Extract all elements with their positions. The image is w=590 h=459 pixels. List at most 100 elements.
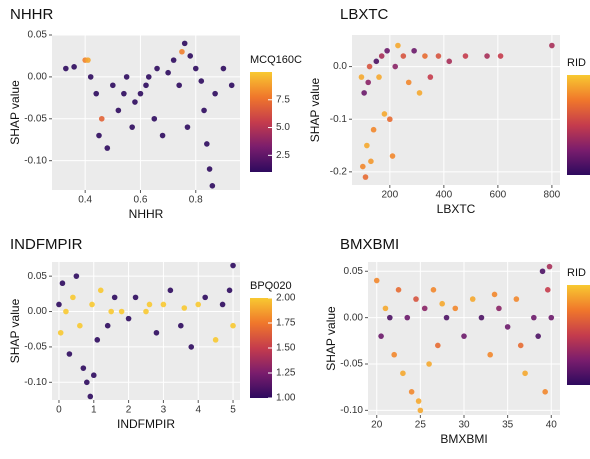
point [370, 126, 377, 133]
colorbar-tick-label: 1.75 [276, 318, 296, 329]
x-tick-label: 5 [230, 405, 236, 416]
point [87, 74, 94, 80]
point [422, 53, 428, 59]
point [59, 280, 66, 287]
point [392, 63, 399, 70]
point [165, 69, 171, 76]
point [389, 153, 396, 159]
x-tick-label: 200 [381, 190, 398, 201]
point [366, 63, 373, 70]
point [478, 314, 485, 321]
point [146, 301, 153, 308]
y-tick-label: 0.00 [344, 312, 364, 323]
plot-background [52, 35, 240, 190]
y-tick-label: 0.00 [28, 72, 48, 83]
point [387, 314, 393, 321]
point [408, 389, 415, 395]
point [206, 166, 213, 172]
point [94, 337, 101, 343]
point [104, 145, 111, 151]
point [435, 342, 441, 349]
x-tick-label: 800 [544, 190, 561, 201]
point [111, 294, 118, 301]
point [496, 305, 502, 312]
point [110, 82, 116, 89]
colorbar-tick-label: 1.25 [276, 368, 296, 379]
point [226, 287, 233, 294]
point [435, 53, 442, 59]
point [187, 53, 194, 59]
point [531, 314, 537, 321]
colorbar [567, 75, 590, 175]
point [63, 308, 69, 315]
x-tick-label: 20 [371, 420, 383, 431]
point [542, 389, 548, 395]
point [549, 42, 555, 49]
point [513, 296, 520, 302]
y-axis-title: SHAP value [8, 298, 22, 363]
point [411, 47, 417, 54]
point [361, 90, 367, 96]
point [421, 305, 428, 312]
point [230, 262, 236, 269]
point [121, 90, 127, 97]
y-axis-title: SHAP value [324, 306, 338, 371]
plot-background [52, 262, 240, 400]
y-axis-title: SHAP value [308, 77, 322, 142]
point [70, 294, 76, 301]
colorbar-title: RID [567, 267, 586, 279]
point [413, 296, 419, 302]
point [71, 64, 77, 70]
plot-background [352, 35, 560, 185]
panel-title: INDFMPIR [10, 236, 83, 253]
point [104, 322, 111, 329]
point [220, 65, 227, 72]
point [201, 107, 207, 114]
colorbar-title: MCQ160C [250, 54, 302, 66]
point [548, 314, 555, 321]
x-tick-label: 4 [195, 405, 201, 416]
point [368, 158, 374, 165]
point [469, 296, 476, 302]
point [382, 305, 389, 312]
colorbar-tick-label: 5.0 [276, 122, 290, 133]
point [443, 314, 450, 321]
point [198, 78, 205, 84]
colorbar-tick-label: 2.00 [276, 293, 296, 304]
point [212, 90, 218, 97]
point [404, 314, 411, 321]
point [181, 40, 188, 47]
colorbar [250, 72, 272, 172]
point [181, 305, 188, 311]
point [384, 47, 390, 54]
point [85, 57, 91, 63]
panel-title: LBXTC [340, 6, 389, 23]
point [143, 82, 149, 89]
point [491, 291, 498, 298]
panel-title: BMXBMI [340, 236, 399, 253]
colorbar [250, 298, 272, 398]
point [151, 115, 158, 122]
y-tick-label: 0.00 [28, 306, 48, 317]
point [497, 53, 504, 59]
x-tick-label: 25 [415, 420, 427, 431]
point [84, 379, 90, 386]
x-tick-label: 1 [91, 405, 97, 416]
point [212, 337, 219, 343]
point [159, 132, 166, 139]
colorbar-tick-label: 2.5 [276, 150, 290, 161]
point [87, 393, 94, 400]
point [125, 315, 132, 322]
x-tick-label: 0.8 [189, 195, 203, 206]
y-tick-label: -0.10 [24, 377, 47, 388]
point [115, 107, 122, 114]
panel-title: NHHR [10, 6, 53, 23]
x-axis-title: INDFMPIR [117, 417, 175, 431]
x-axis-title: BMXBMI [440, 432, 487, 446]
point [97, 287, 104, 294]
point [178, 322, 184, 329]
y-tick-label: 0.05 [28, 271, 48, 282]
y-tick-label: 0.05 [28, 30, 48, 41]
point [517, 342, 524, 349]
